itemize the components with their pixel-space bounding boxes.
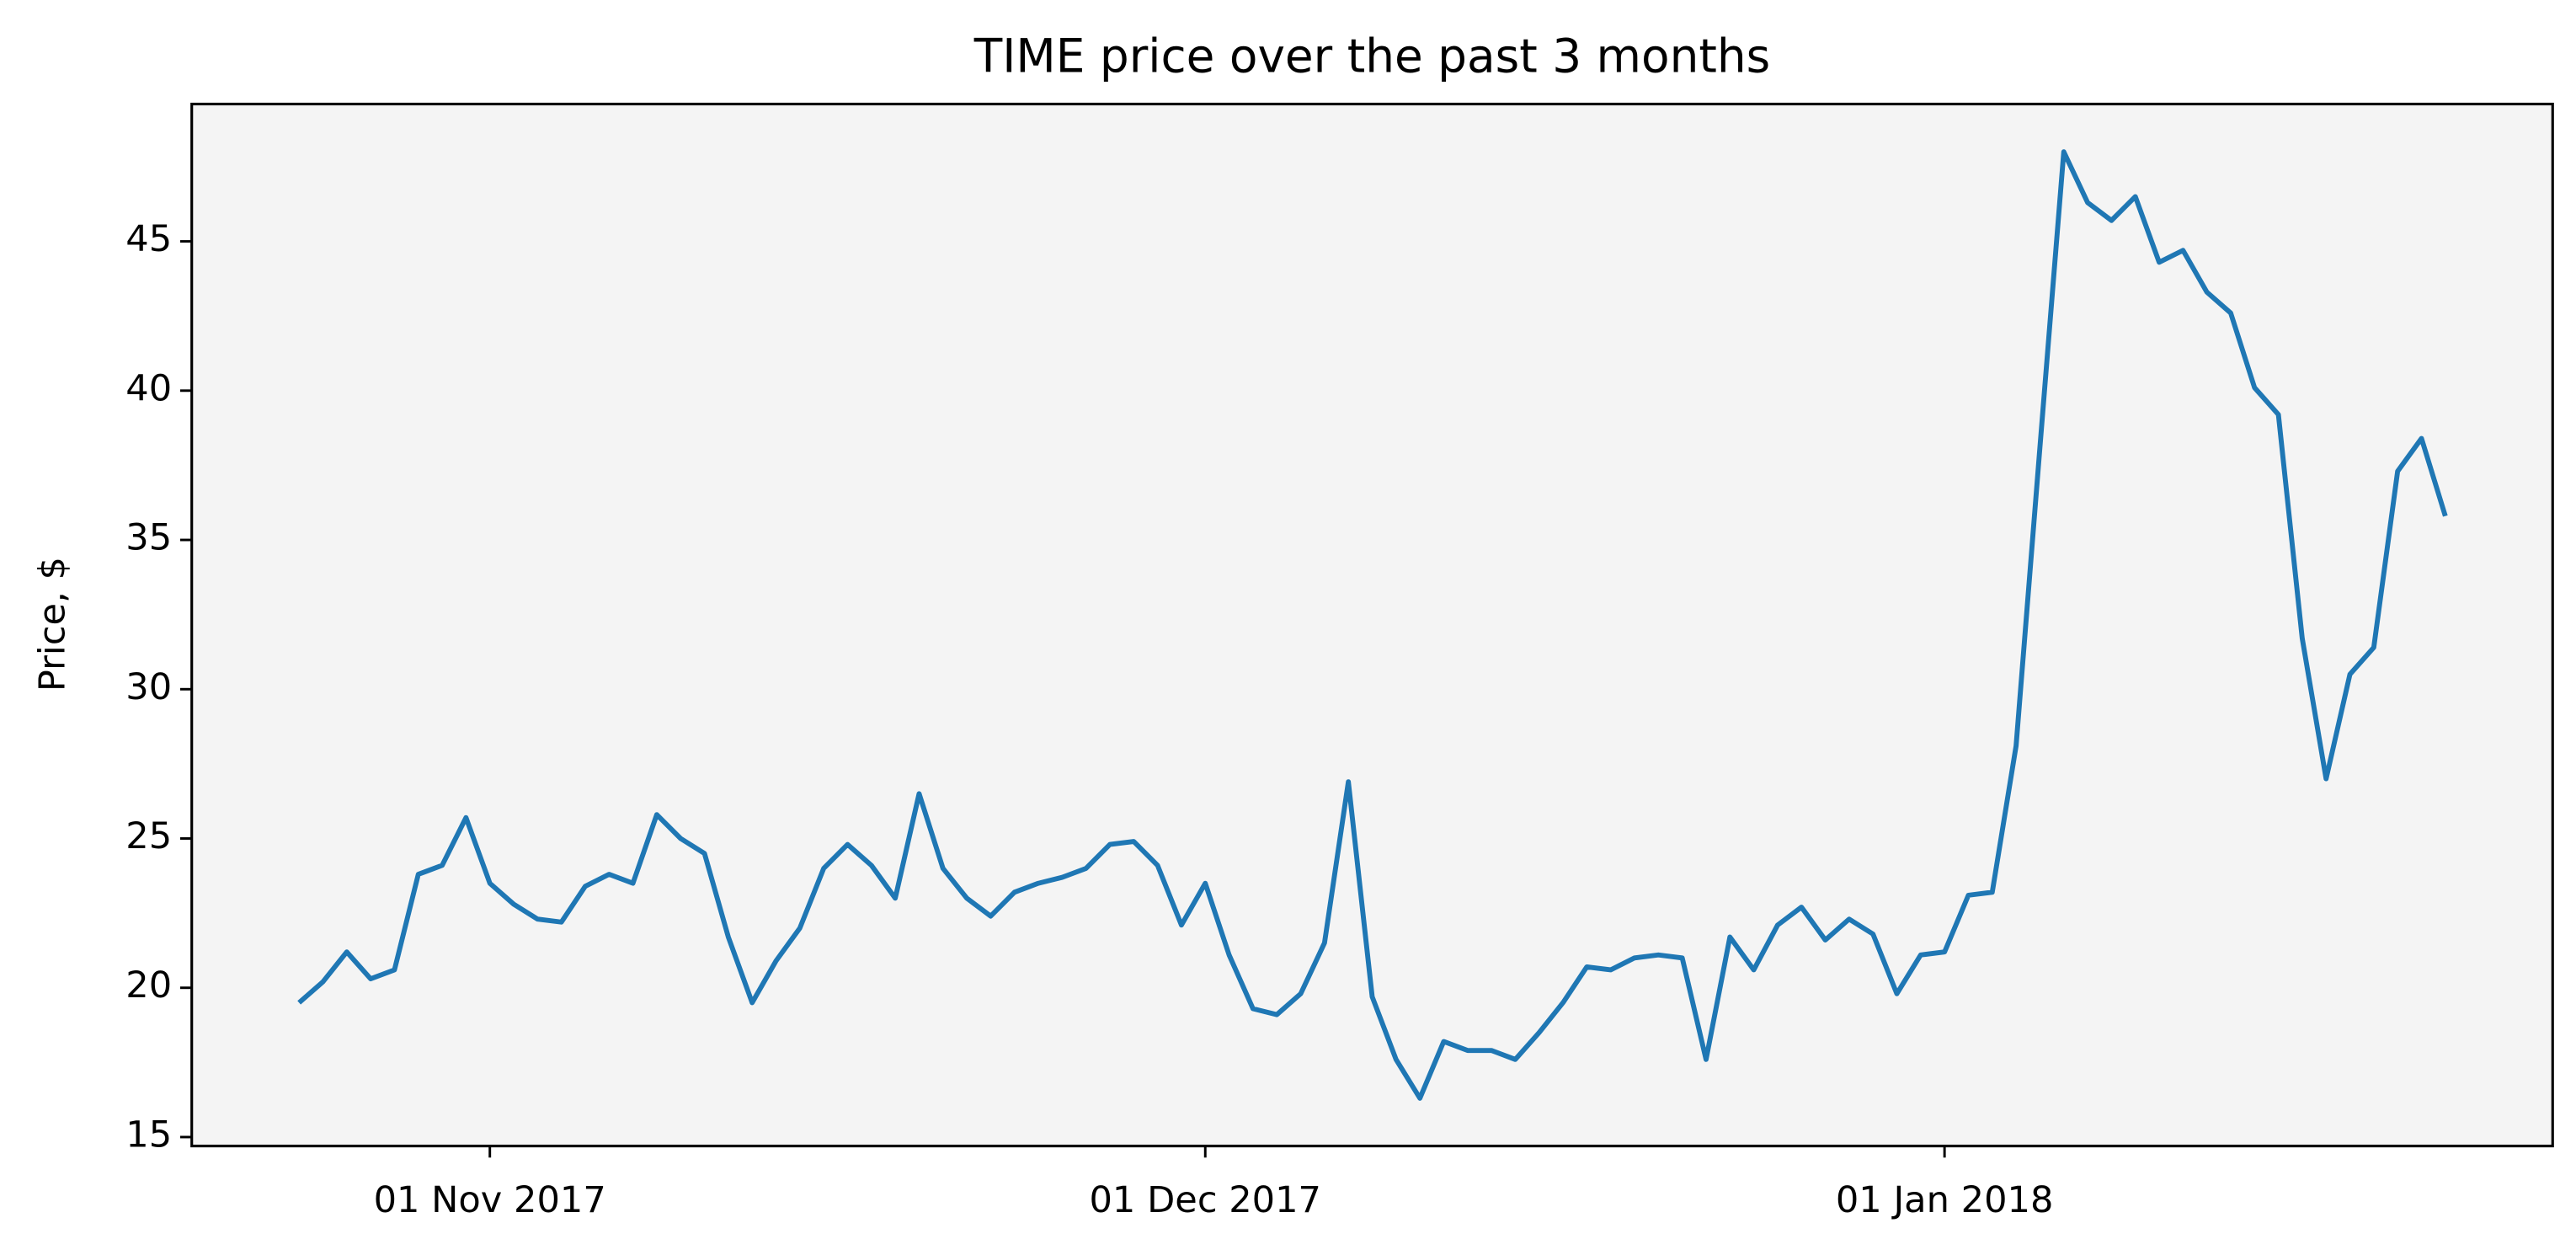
x-tick-label: 01 Nov 2017 — [374, 1179, 606, 1221]
y-tick-label: 25 — [125, 815, 172, 857]
plot-frame — [190, 102, 2554, 1148]
y-tick-label: 20 — [125, 964, 172, 1007]
x-tick-label: 01 Dec 2017 — [1090, 1179, 1322, 1221]
chart-title: TIME price over the past 3 months — [973, 29, 1771, 83]
plot-area — [191, 104, 2553, 1146]
x-tick-label: 01 Jan 2018 — [1836, 1179, 2054, 1221]
y-tick-label: 40 — [125, 367, 172, 409]
y-tick-label: 15 — [125, 1113, 172, 1156]
y-tick-label: 30 — [125, 666, 172, 708]
y-tick-label: 35 — [125, 517, 172, 559]
y-axis-label: Price, $ — [31, 557, 73, 692]
y-tick-label: 45 — [125, 218, 172, 260]
price-line — [297, 149, 2448, 1101]
